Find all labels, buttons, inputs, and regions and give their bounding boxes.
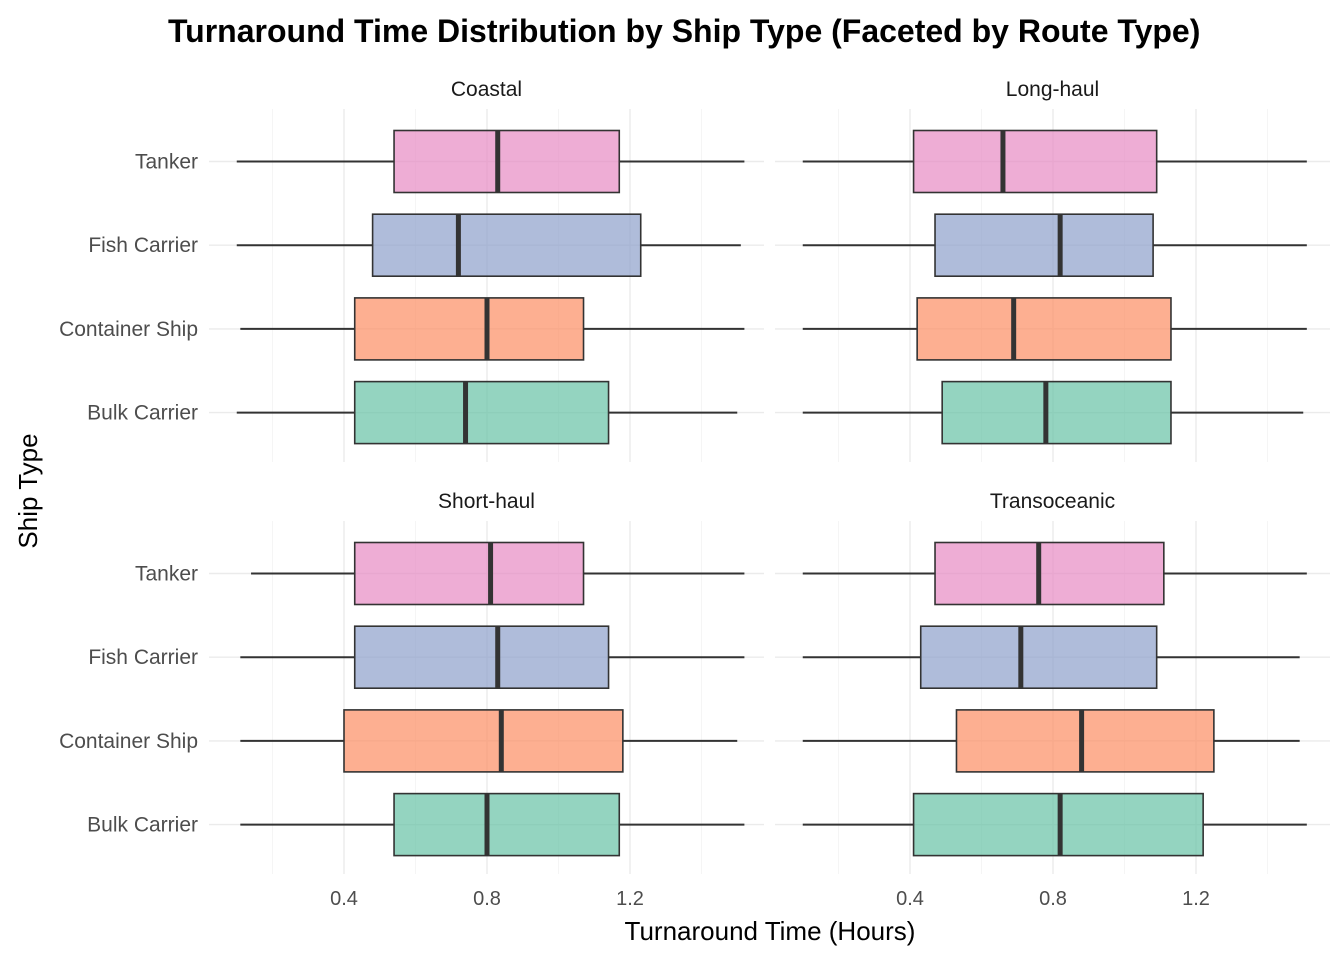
box-iqr bbox=[934, 541, 1165, 606]
boxplot-tanker bbox=[802, 541, 1307, 606]
box-iqr bbox=[919, 625, 1158, 690]
box-iqr bbox=[393, 129, 621, 194]
box-iqr bbox=[343, 709, 624, 773]
facet-panel-transoceanic: Transoceanic bbox=[775, 490, 1330, 874]
boxplot-bulk-carrier bbox=[236, 380, 738, 445]
box-iqr bbox=[353, 625, 610, 690]
facet-title: Long-haul bbox=[1006, 78, 1099, 101]
y-tick-label: Tanker bbox=[135, 151, 198, 174]
y-tick-label: Tanker bbox=[135, 563, 198, 586]
box-iqr bbox=[393, 792, 621, 857]
facet-title: Coastal bbox=[451, 78, 522, 101]
box-iqr bbox=[916, 297, 1172, 361]
boxplot-tanker bbox=[251, 541, 745, 606]
boxplot-fish-carrier bbox=[802, 213, 1307, 277]
x-tick-label: 0.4 bbox=[896, 888, 924, 910]
y-tick-label: Container Ship bbox=[59, 730, 198, 753]
boxplot-container-ship bbox=[240, 297, 745, 361]
facet-panel-coastal: Coastal bbox=[209, 78, 764, 462]
facet-title: Short-haul bbox=[438, 490, 535, 513]
facet-panel-short-haul: Short-haul bbox=[209, 490, 764, 874]
box-iqr bbox=[371, 213, 642, 277]
box-iqr bbox=[912, 129, 1158, 194]
boxplot-container-ship bbox=[802, 297, 1307, 361]
facets-layer: Coastal Tanker Fish Carrier Container Ship B… bbox=[59, 78, 1330, 910]
boxplot-fish-carrier bbox=[236, 213, 741, 277]
facet-title: Transoceanic bbox=[990, 490, 1115, 513]
boxplot-container-ship bbox=[240, 709, 738, 773]
boxplot-bulk-carrier bbox=[802, 380, 1304, 445]
box-iqr bbox=[955, 709, 1215, 773]
y-tick-label: Fish Carrier bbox=[88, 646, 198, 669]
boxplot-fish-carrier bbox=[802, 625, 1300, 690]
box-iqr bbox=[353, 541, 585, 606]
x-tick-label: 0.8 bbox=[473, 888, 501, 910]
box-iqr bbox=[353, 297, 585, 361]
y-tick-label: Bulk Carrier bbox=[87, 814, 198, 837]
boxplot-tanker bbox=[236, 129, 745, 194]
y-axis-title: Ship Type bbox=[13, 433, 43, 548]
boxplot-bulk-carrier bbox=[802, 792, 1307, 857]
x-tick-label: 1.2 bbox=[1182, 888, 1210, 910]
chart-title: Turnaround Time Distribution by Ship Typ… bbox=[168, 13, 1200, 49]
boxplot-fish-carrier bbox=[240, 625, 745, 690]
y-tick-label: Fish Carrier bbox=[88, 234, 198, 257]
boxplot-container-ship bbox=[802, 709, 1300, 773]
box-iqr bbox=[353, 380, 610, 445]
facet-panel-long-haul: Long-haul bbox=[775, 78, 1330, 462]
x-tick-label: 0.4 bbox=[330, 888, 358, 910]
box-iqr bbox=[941, 380, 1172, 445]
x-tick-label: 0.8 bbox=[1039, 888, 1067, 910]
boxplot-tanker bbox=[802, 129, 1307, 194]
x-axis-title: Turnaround Time (Hours) bbox=[625, 916, 916, 946]
y-tick-label: Bulk Carrier bbox=[87, 402, 198, 425]
box-iqr bbox=[934, 213, 1154, 277]
x-tick-label: 1.2 bbox=[616, 888, 644, 910]
boxplot-bulk-carrier bbox=[240, 792, 745, 857]
y-tick-label: Container Ship bbox=[59, 318, 198, 341]
